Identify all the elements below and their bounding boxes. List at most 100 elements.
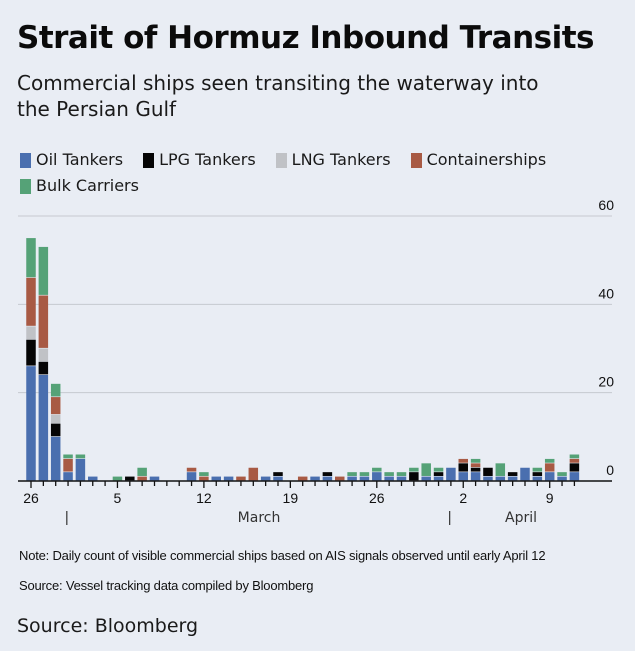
x-tick-label: 19 (283, 490, 299, 506)
legend-label: LPG Tankers (159, 150, 256, 169)
y-tick-label: 40 (598, 285, 614, 301)
bar-segment (88, 476, 98, 481)
legend-item-lpg-tankers: LPG Tankers (143, 147, 256, 173)
bar-segment (186, 472, 197, 481)
bar-segment (26, 366, 36, 481)
bar-segment (50, 397, 61, 415)
bar-segment (396, 472, 407, 476)
bar-segment (421, 476, 431, 481)
bar-segment (199, 472, 209, 476)
bar-segment (483, 467, 493, 476)
gridlines (18, 215, 612, 394)
bar-segment (532, 472, 543, 476)
month-label: April (505, 510, 537, 526)
bar-segment (495, 463, 506, 476)
legend-item-lng-tankers: LNG Tankers (275, 147, 391, 173)
containerships-swatch-icon (410, 152, 422, 168)
bar-segment (125, 476, 135, 481)
bar-segment (38, 375, 49, 481)
bar-segment (137, 467, 147, 476)
bar-segment (458, 463, 468, 472)
bar-segment (26, 238, 36, 278)
x-tick-label: 2 (459, 490, 467, 506)
bar-segment (112, 476, 123, 481)
bulk-carriers-swatch-icon (20, 178, 31, 194)
bar-segment (297, 476, 308, 481)
bar-segment (26, 277, 36, 326)
x-tick-label: 26 (23, 490, 39, 506)
lng-tankers-swatch-icon (275, 152, 287, 168)
legend-label: Oil Tankers (36, 150, 124, 169)
bar-segment (495, 476, 506, 481)
y-axis-labels: 0 20 40 60 (598, 197, 614, 478)
bar-segment (359, 472, 370, 476)
bar-segment (75, 454, 86, 459)
bar-segment (384, 476, 394, 481)
bar-segment (557, 472, 567, 476)
bar-segment (211, 476, 221, 481)
bar-segment (409, 472, 419, 481)
bar-segment (199, 476, 209, 481)
bar-segment (63, 458, 73, 472)
bar-segment (433, 467, 444, 472)
bar-segment (396, 476, 407, 481)
month-label: March (238, 510, 281, 526)
chart-title: Strait of Hormuz Inbound Transits (17, 20, 594, 56)
bar-segment (569, 458, 580, 463)
bars (26, 238, 580, 481)
bar-segment (470, 463, 481, 468)
bar-segment (273, 476, 283, 481)
bar-segment (557, 476, 567, 481)
bar-segment (532, 476, 543, 481)
stacked-bar-chart: 26 5 12 19 26 2 9 March April 0 20 40 60 (18, 197, 614, 526)
bar-segment (38, 361, 49, 375)
bar-segment (223, 476, 234, 481)
x-tick-label: 5 (114, 490, 122, 506)
legend-label: Containerships (426, 150, 547, 169)
bar-segment (384, 472, 394, 476)
bar-segment (50, 436, 61, 481)
y-tick-label: 20 (598, 374, 614, 390)
bar-segment (50, 414, 61, 423)
bar-segment (359, 476, 370, 481)
bar-segment (470, 472, 481, 481)
bar-segment (149, 476, 160, 481)
bar-segment (569, 472, 580, 481)
legend: Oil Tankers LPG Tankers LNG Tankers Cont… (20, 147, 620, 199)
bar-segment (433, 476, 444, 481)
legend-item-containerships: Containerships (410, 147, 547, 173)
bar-segment (248, 467, 259, 481)
bar-segment (75, 458, 86, 481)
source-credit: Source: Bloomberg (17, 615, 199, 637)
legend-label: LNG Tankers (291, 150, 391, 169)
bar-segment (569, 463, 580, 472)
bar-segment (347, 476, 357, 481)
bar-segment (544, 463, 555, 472)
x-axis: 26 5 12 19 26 2 9 March April (18, 480, 612, 526)
bar-segment (507, 472, 518, 476)
bar-segment (63, 454, 73, 459)
bar-segment (409, 467, 419, 472)
bar-segment (273, 472, 283, 476)
oil-tankers-swatch-icon (20, 152, 31, 168)
chart-subtitle: Commercial ships seen transiting the wat… (17, 71, 539, 121)
legend-label: Bulk Carriers (36, 176, 139, 195)
bar-segment (26, 339, 36, 366)
bar-segment (483, 476, 493, 481)
bar-segment (372, 472, 382, 481)
bar-segment (260, 476, 271, 481)
bar-segment (544, 472, 555, 481)
y-tick-label: 0 (606, 462, 614, 478)
bar-segment (347, 472, 357, 476)
x-tick-label: 12 (196, 490, 212, 506)
bar-segment (322, 476, 333, 481)
chart-note: Note: Daily count of visible commercial … (19, 548, 546, 563)
bar-segment (507, 476, 518, 481)
bar-segment (310, 476, 320, 481)
bar-segment (470, 467, 481, 472)
bar-segment (26, 326, 36, 340)
bar-segment (63, 472, 73, 481)
bar-segment (38, 246, 49, 295)
bar-segment (446, 467, 456, 481)
bar-segment (458, 458, 468, 463)
